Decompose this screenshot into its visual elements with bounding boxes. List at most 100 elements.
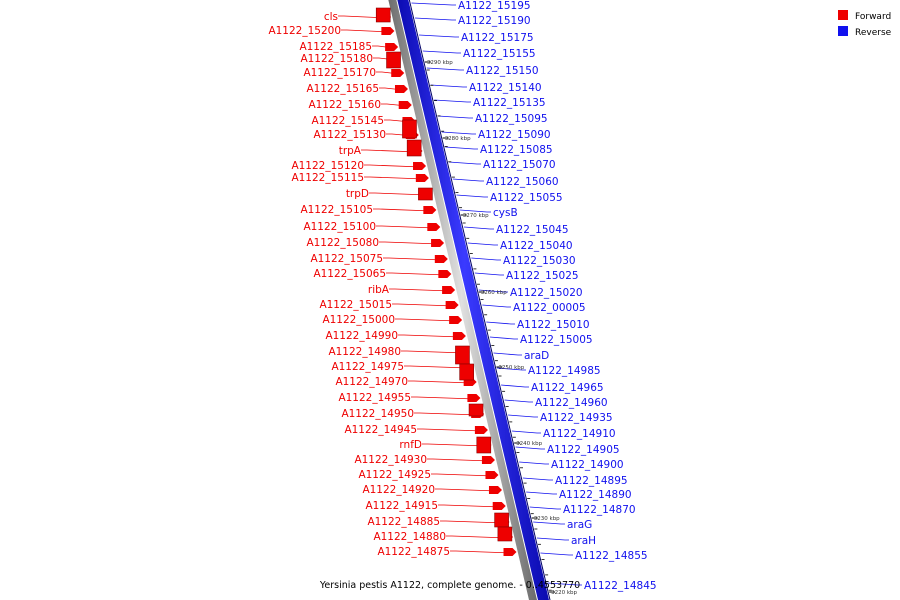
- reverse-gene-label[interactable]: A1122_15150: [466, 65, 539, 77]
- forward-gene-label[interactable]: A1122_15100: [303, 221, 376, 233]
- reverse-gene-label[interactable]: A1122_14895: [555, 475, 628, 487]
- forward-gene-label[interactable]: A1122_14990: [325, 330, 398, 342]
- forward-gene-feature[interactable]: [492, 502, 506, 510]
- forward-gene-block[interactable]: [406, 139, 422, 157]
- forward-gene-feature[interactable]: [485, 471, 499, 479]
- forward-gene-feature[interactable]: [434, 255, 448, 263]
- reverse-gene-label[interactable]: A1122_15010: [517, 319, 590, 331]
- forward-gene-label[interactable]: A1122_15200: [268, 25, 341, 37]
- reverse-gene-label[interactable]: A1122_15045: [496, 224, 569, 236]
- forward-gene-block[interactable]: [455, 345, 470, 365]
- forward-gene-feature[interactable]: [394, 85, 408, 93]
- forward-gene-label[interactable]: A1122_14875: [377, 546, 450, 558]
- reverse-gene-label[interactable]: A1122_15095: [475, 113, 548, 125]
- forward-gene-label[interactable]: A1122_14955: [338, 392, 411, 404]
- reverse-gene-label[interactable]: A1122_15155: [463, 48, 536, 60]
- forward-gene-feature[interactable]: [385, 43, 399, 51]
- forward-gene-block[interactable]: [476, 436, 492, 454]
- forward-gene-block[interactable]: [402, 119, 417, 139]
- forward-gene-block[interactable]: [418, 187, 433, 201]
- reverse-gene-label[interactable]: A1122_15030: [503, 255, 576, 267]
- forward-gene-feature[interactable]: [467, 394, 481, 402]
- reverse-gene-label[interactable]: A1122_15055: [490, 192, 563, 204]
- forward-gene-label[interactable]: A1122_14920: [362, 484, 435, 496]
- forward-gene-block[interactable]: [468, 403, 484, 417]
- forward-gene-label[interactable]: A1122_14945: [344, 424, 417, 436]
- reverse-gene-label[interactable]: araD: [524, 350, 549, 362]
- reverse-gene-label[interactable]: cysB: [493, 207, 518, 219]
- reverse-gene-label[interactable]: A1122_15135: [473, 97, 546, 109]
- forward-gene-label[interactable]: A1122_15145: [311, 115, 384, 127]
- reverse-gene-label[interactable]: A1122_15195: [458, 0, 531, 12]
- reverse-gene-label[interactable]: A1122_15090: [478, 129, 551, 141]
- reverse-gene-label[interactable]: A1122_15190: [458, 15, 531, 27]
- reverse-gene-label[interactable]: A1122_15070: [483, 159, 556, 171]
- forward-gene-feature[interactable]: [398, 101, 412, 109]
- reverse-gene-label[interactable]: araH: [571, 535, 596, 547]
- forward-gene-block[interactable]: [386, 51, 401, 69]
- forward-gene-label[interactable]: A1122_14980: [328, 346, 401, 358]
- reverse-gene-label[interactable]: A1122_14935: [540, 412, 613, 424]
- forward-gene-block[interactable]: [494, 512, 509, 528]
- forward-gene-feature[interactable]: [415, 174, 429, 182]
- reverse-gene-label[interactable]: A1122_15085: [480, 144, 553, 156]
- forward-gene-feature[interactable]: [452, 332, 466, 340]
- reverse-gene-label[interactable]: A1122_14900: [551, 459, 624, 471]
- forward-gene-feature[interactable]: [481, 456, 495, 464]
- reverse-gene-label[interactable]: A1122_00005: [513, 302, 586, 314]
- reverse-gene-label[interactable]: A1122_15025: [506, 270, 579, 282]
- forward-gene-label[interactable]: A1122_15130: [313, 129, 386, 141]
- forward-gene-feature[interactable]: [427, 223, 441, 231]
- forward-gene-label[interactable]: A1122_15000: [322, 314, 395, 326]
- forward-gene-label[interactable]: A1122_14930: [354, 454, 427, 466]
- reverse-gene-label[interactable]: A1122_14870: [563, 504, 636, 516]
- forward-gene-feature[interactable]: [474, 426, 488, 434]
- forward-gene-label[interactable]: A1122_15115: [291, 172, 364, 184]
- forward-gene-label[interactable]: A1122_14950: [341, 408, 414, 420]
- forward-gene-feature[interactable]: [431, 239, 445, 247]
- forward-gene-feature[interactable]: [438, 270, 452, 278]
- forward-gene-label[interactable]: A1122_14970: [335, 376, 408, 388]
- reverse-gene-label[interactable]: A1122_15060: [486, 176, 559, 188]
- forward-gene-block[interactable]: [459, 363, 474, 381]
- forward-gene-label[interactable]: ribA: [368, 284, 390, 296]
- forward-gene-block[interactable]: [497, 526, 513, 542]
- forward-gene-label[interactable]: A1122_15165: [306, 83, 379, 95]
- reverse-gene-label[interactable]: A1122_14985: [528, 365, 601, 377]
- forward-gene-label[interactable]: A1122_14975: [331, 361, 404, 373]
- forward-gene-label[interactable]: A1122_15080: [306, 237, 379, 249]
- forward-gene-label[interactable]: A1122_15065: [313, 268, 386, 280]
- forward-gene-label[interactable]: A1122_15120: [291, 160, 364, 172]
- forward-gene-feature[interactable]: [381, 27, 395, 35]
- forward-gene-feature[interactable]: [449, 316, 463, 324]
- reverse-gene-label[interactable]: A1122_15040: [500, 240, 573, 252]
- forward-gene-feature[interactable]: [423, 206, 437, 214]
- forward-gene-feature[interactable]: [445, 301, 459, 309]
- forward-gene-block[interactable]: [375, 7, 391, 23]
- forward-gene-label[interactable]: A1122_15075: [310, 253, 383, 265]
- forward-gene-label[interactable]: A1122_15105: [300, 204, 373, 216]
- forward-gene-label[interactable]: A1122_14915: [365, 500, 438, 512]
- forward-gene-feature[interactable]: [442, 286, 456, 294]
- forward-gene-label[interactable]: A1122_15160: [308, 99, 381, 111]
- forward-gene-label[interactable]: cls: [324, 11, 338, 23]
- reverse-gene-label[interactable]: A1122_14965: [531, 382, 604, 394]
- reverse-gene-label[interactable]: araG: [567, 519, 592, 531]
- forward-gene-label[interactable]: A1122_14885: [367, 516, 440, 528]
- forward-gene-feature[interactable]: [413, 162, 427, 170]
- forward-gene-label[interactable]: trpD: [346, 188, 369, 200]
- reverse-gene-label[interactable]: A1122_15175: [461, 32, 534, 44]
- reverse-gene-label[interactable]: A1122_14890: [559, 489, 632, 501]
- forward-gene-label[interactable]: A1122_15015: [319, 299, 392, 311]
- reverse-gene-label[interactable]: A1122_14855: [575, 550, 648, 562]
- reverse-gene-label[interactable]: A1122_15140: [469, 82, 542, 94]
- reverse-gene-label[interactable]: A1122_15005: [520, 334, 593, 346]
- forward-gene-feature[interactable]: [488, 486, 502, 494]
- forward-gene-label[interactable]: A1122_15170: [303, 67, 376, 79]
- forward-gene-label[interactable]: A1122_15185: [299, 41, 372, 53]
- forward-gene-label[interactable]: A1122_14925: [358, 469, 431, 481]
- reverse-gene-label[interactable]: A1122_15020: [510, 287, 583, 299]
- forward-gene-feature[interactable]: [503, 548, 517, 556]
- reverse-gene-label[interactable]: A1122_14905: [547, 444, 620, 456]
- forward-gene-feature[interactable]: [391, 69, 405, 77]
